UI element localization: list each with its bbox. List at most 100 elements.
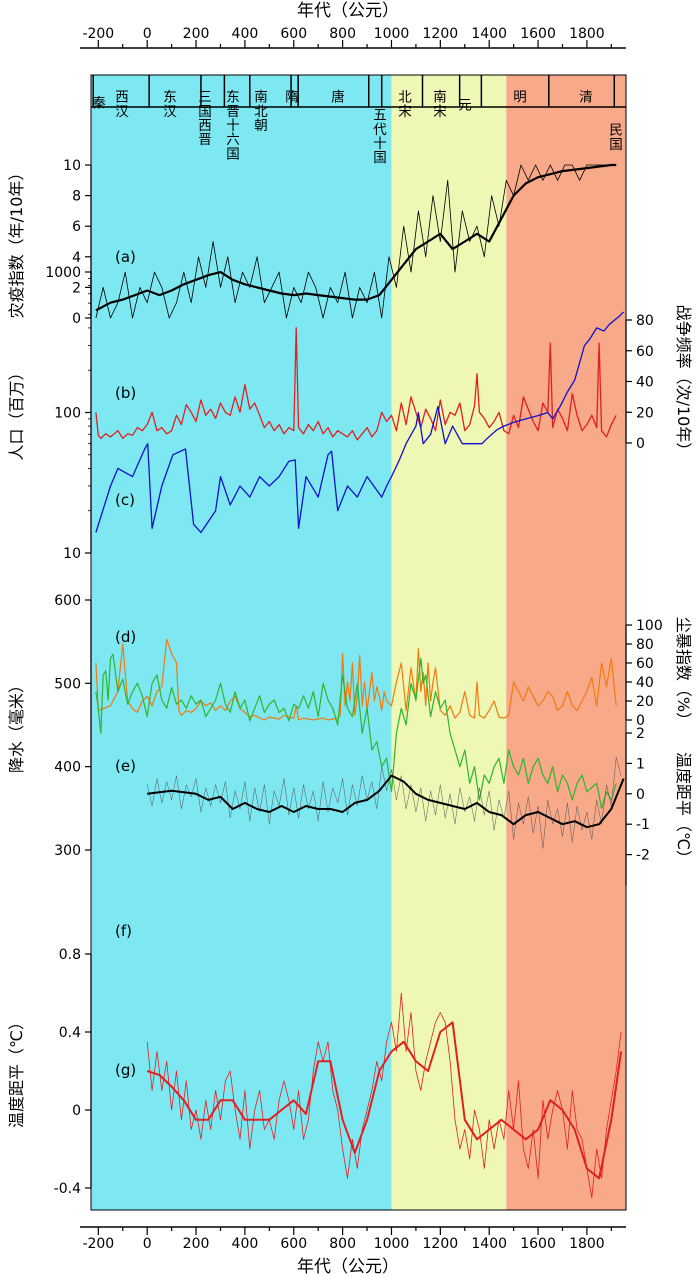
x-axis: -200 0 200 400 600 800 1000 1200 1400 1600 1800 年代（…: [80, 1, 626, 49]
series-b-war: [95, 327, 617, 441]
x-tick-label: 1800: [569, 26, 605, 42]
svg-text:国: 国: [226, 146, 240, 162]
svg-text:五: 五: [373, 108, 387, 124]
y-tick-label: 10: [63, 158, 81, 174]
panel-label-b: (b): [115, 384, 136, 402]
panel-label-c: (c): [115, 491, 135, 509]
svg-text:代: 代: [373, 122, 387, 138]
y-tick-label: 400: [54, 760, 81, 776]
y-tick-label: 0: [72, 311, 81, 327]
y-tick-label: 60: [636, 344, 654, 360]
x-tick-label: 200: [183, 26, 210, 42]
panel-b: 0 20 40 60 80 战争频率（次/10年） (b): [95, 305, 693, 459]
svg-text:北: 北: [254, 104, 268, 120]
y-tick-label: 80: [636, 637, 654, 653]
y-tick-label: 80: [636, 313, 654, 329]
svg-text:晋: 晋: [198, 132, 212, 148]
period-label: 元: [458, 98, 472, 114]
series-a-smoothed: [95, 163, 617, 312]
period-label: 北宋: [398, 90, 412, 120]
x-tick-label: 200: [183, 1236, 210, 1252]
x-tick-label: 400: [232, 1236, 259, 1252]
series-g-smoothed: [146, 1021, 623, 1180]
period-label: 隋: [285, 90, 299, 106]
svg-text:国: 国: [198, 104, 212, 120]
y-tick-label: 100: [636, 618, 663, 634]
x-tick-label: 800: [329, 26, 356, 42]
y-axis-title-g: 温度距平（℃）: [7, 1014, 26, 1128]
y-tick-label: 500: [54, 676, 81, 692]
y-tick-label: 600: [54, 593, 81, 609]
panel-label-g: (g): [115, 1061, 136, 1079]
y-tick-label: 1000: [45, 265, 81, 281]
period-label: 西汉: [115, 90, 129, 120]
svg-text:西: 西: [115, 90, 129, 106]
svg-text:民: 民: [609, 123, 623, 139]
y-tick-label: 20: [636, 694, 654, 710]
y-tick-label: 4: [72, 250, 81, 266]
x-tick-label: 1000: [374, 1236, 410, 1252]
series-g-raw: [146, 992, 622, 1199]
x-tick-label: 0: [143, 26, 152, 42]
x-tick-label: 400: [232, 26, 259, 42]
x-tick-label: 800: [329, 1236, 356, 1252]
x-tick-label: 1200: [423, 26, 459, 42]
x-tick-label: 0: [143, 1236, 152, 1252]
svg-text:南: 南: [254, 90, 268, 106]
svg-text:宋: 宋: [398, 104, 412, 120]
svg-text:宋: 宋: [433, 104, 447, 120]
y-tick-label: 1: [636, 756, 645, 772]
y-axis-title-c: 人口（百万）: [7, 364, 26, 460]
panel-label-f: (f): [115, 922, 132, 940]
series-a-raw: [95, 164, 617, 319]
svg-text:元: 元: [458, 98, 472, 114]
period-label: 南北朝: [254, 90, 268, 134]
x-tick-label: -200: [82, 1236, 114, 1252]
y-tick-label: 0.8: [59, 947, 81, 963]
y-tick-label: 40: [636, 375, 654, 391]
x-tick-label: 600: [280, 26, 307, 42]
y-tick-label: 8: [72, 189, 81, 205]
panel-e: 300 400 500 600 降水（毫米） (e): [7, 593, 617, 859]
panel-label-e: (e): [115, 757, 136, 775]
svg-text:隋: 隋: [285, 90, 299, 106]
svg-text:清: 清: [579, 90, 593, 106]
y-axis-title-d: 尘暴指数（%）: [674, 617, 693, 728]
svg-text:国: 国: [609, 137, 623, 153]
y-tick-label: 0: [72, 1103, 81, 1119]
panel-label-a: (a): [115, 248, 136, 266]
panel-d: 0 20 40 60 80 100 尘暴指数（%） (d): [95, 617, 693, 729]
x-tick-label: 1600: [520, 1236, 556, 1252]
svg-text:十: 十: [373, 136, 387, 152]
period-label: 唐: [331, 89, 345, 106]
series-f-raw: [146, 757, 622, 849]
period-label: 东汉: [163, 90, 177, 120]
svg-text:十: 十: [226, 118, 240, 134]
period-label: 清: [579, 90, 593, 106]
y-tick-label: 2: [636, 726, 645, 742]
series-e-precip: [95, 653, 617, 809]
x-tick-label: 1200: [423, 1236, 459, 1252]
y-tick-label: 20: [636, 405, 654, 421]
series-c-population: [95, 311, 625, 534]
svg-text:秦: 秦: [92, 96, 106, 112]
y-tick-label: 0: [636, 436, 645, 452]
period-label: 民国: [609, 123, 623, 153]
x-axis-title: 年代（公元）: [297, 1257, 399, 1277]
x-tick-label: 1400: [471, 1236, 507, 1252]
svg-text:东: 东: [226, 90, 240, 106]
y-tick-label: 60: [636, 656, 654, 672]
x-axis: -200 0 200 400 600 800 1000 1200 1400 1600 1800 年代（…: [80, 1226, 626, 1277]
svg-text:汉: 汉: [163, 104, 177, 120]
x-tick-label: 600: [280, 1236, 307, 1252]
panel-c: 10 100 1000 人口（百万） (c): [7, 265, 625, 562]
series-f-smoothed: [147, 774, 625, 829]
svg-text:明: 明: [513, 90, 527, 106]
y-axis-title-b: 战争频率（次/10年）: [674, 305, 693, 459]
svg-text:唐: 唐: [331, 89, 345, 106]
period-band-2: [506, 75, 626, 1210]
svg-text:南: 南: [433, 90, 447, 106]
panel-g: -0.4 0 0.4 0.8 温度距平（℃） (g): [7, 947, 623, 1199]
